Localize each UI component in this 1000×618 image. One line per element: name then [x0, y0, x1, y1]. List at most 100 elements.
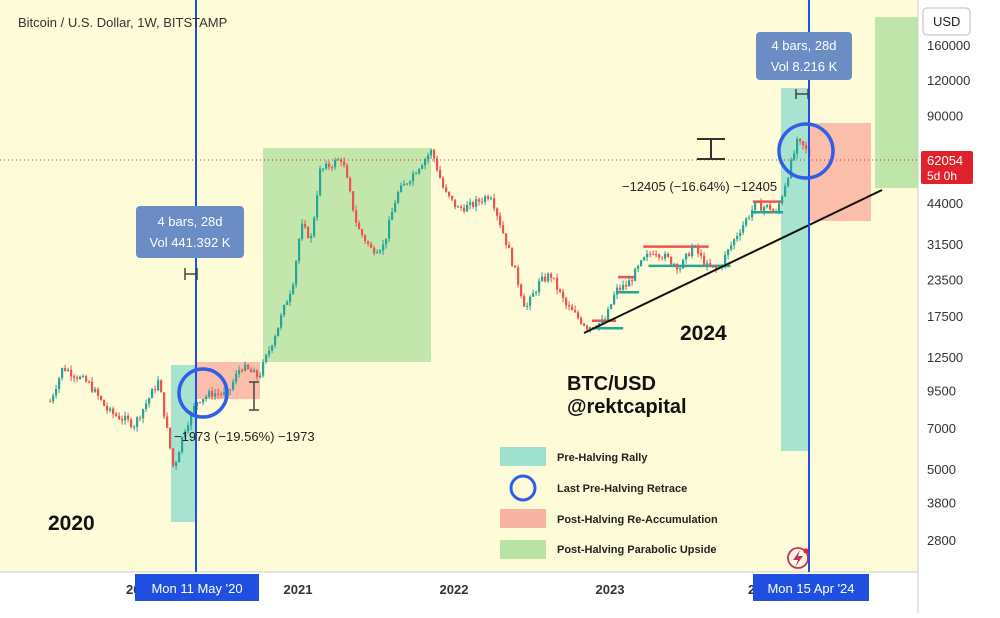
candle-body	[340, 159, 343, 162]
candle-body	[343, 161, 346, 166]
candle-body	[235, 373, 238, 382]
candle-body	[370, 243, 373, 248]
legend-swatch-pre-halving-rally	[500, 447, 546, 466]
candle-body	[571, 306, 574, 311]
candle-body	[388, 220, 391, 239]
candle-body	[316, 195, 319, 218]
candle-body	[472, 202, 475, 207]
candle-body	[691, 246, 694, 257]
candle-body	[493, 198, 496, 209]
currency-button[interactable]: USD	[922, 7, 971, 36]
y-tick-label: 31500	[927, 237, 963, 252]
candle-body	[613, 294, 616, 305]
candle-body	[544, 276, 547, 282]
candle-body	[451, 195, 454, 200]
candle-body	[193, 405, 196, 413]
candle-body	[325, 163, 328, 169]
candle-body	[409, 181, 412, 184]
candle-body	[205, 396, 208, 399]
candle-body	[799, 138, 802, 142]
candle-body	[352, 191, 355, 211]
candle-body	[418, 168, 421, 174]
halving-date-badge-2020[interactable]: Mon 11 May '20	[135, 574, 259, 601]
candle-body	[124, 415, 127, 421]
volume-callout-2020[interactable]: 4 bars, 28d Vol 441.392 K	[136, 206, 244, 258]
candle-body	[577, 312, 580, 318]
candle-body	[634, 268, 637, 281]
candle-body	[478, 199, 481, 202]
volume-callout-2024[interactable]: 4 bars, 28d Vol 8.216 K	[756, 32, 852, 80]
y-tick-label: 120000	[927, 73, 970, 88]
candle-body	[688, 253, 691, 257]
candle-body	[322, 168, 325, 170]
candle-body	[127, 415, 130, 420]
y-tick-label: 23500	[927, 273, 963, 288]
candle-body	[88, 381, 91, 383]
y-tick-label: 90000	[927, 108, 963, 123]
candle-body	[157, 380, 160, 391]
candle-body	[139, 417, 142, 419]
candle-body	[151, 389, 154, 399]
candle-body	[199, 402, 202, 404]
candle-body	[79, 376, 82, 379]
candle-body	[166, 416, 169, 428]
candle-body	[445, 187, 448, 192]
candle-body	[334, 160, 337, 168]
current-price-value: 62054	[927, 153, 963, 168]
candle-body	[241, 370, 244, 371]
ascending-trendline	[583, 189, 883, 334]
candle-body	[532, 293, 535, 297]
range-marker-2020	[184, 268, 198, 280]
candle-body	[196, 402, 199, 406]
candle-body	[676, 264, 679, 270]
legend-swatch-parabolic	[500, 540, 546, 559]
candle-body	[667, 253, 670, 257]
candle-body	[91, 381, 94, 392]
candle-body	[217, 393, 220, 395]
halving-date-badge-2024[interactable]: Mon 15 Apr '24	[753, 574, 869, 601]
candle-body	[208, 391, 211, 397]
candle-body	[784, 186, 787, 197]
candle-body	[619, 287, 622, 290]
retrace-circle-2024	[777, 122, 835, 180]
candle-body	[274, 336, 277, 346]
candle-body	[415, 173, 418, 175]
candle-body	[313, 217, 316, 237]
candle-body	[568, 305, 571, 307]
candle-body	[178, 452, 181, 463]
candle-body	[295, 261, 298, 285]
candle-body	[61, 368, 64, 379]
candle-body	[85, 376, 88, 382]
candle-body	[793, 153, 796, 160]
candle-body	[379, 250, 382, 253]
candle-body	[724, 254, 727, 266]
candle-body	[547, 273, 550, 282]
current-price-countdown: 5d 0h	[927, 169, 957, 183]
measure-label-2020: −1973 (−19.56%) −1973	[174, 429, 315, 444]
candle-body	[583, 323, 586, 326]
candle-body	[643, 257, 646, 261]
post-halving-parabolic-zone-2024	[875, 17, 918, 188]
candle-body	[64, 368, 67, 371]
candle-body	[802, 141, 805, 146]
candle-body	[304, 223, 307, 227]
candle-body	[238, 370, 241, 374]
candle-body	[508, 245, 511, 249]
candle-body	[70, 370, 73, 377]
candle-body	[775, 211, 778, 213]
candle-body	[58, 378, 61, 389]
lightning-icon[interactable]	[787, 547, 809, 569]
callout-2020-line1: 4 bars, 28d	[157, 214, 222, 229]
candle-body	[736, 236, 739, 240]
candle-body	[424, 159, 427, 166]
y-tick-label: 7000	[927, 421, 956, 436]
candle-body	[733, 239, 736, 246]
chart-title: Bitcoin / U.S. Dollar, 1W, BITSTAMP	[18, 15, 227, 30]
candle-body	[319, 168, 322, 196]
legend-label-last-retrace: Last Pre-Halving Retrace	[557, 483, 687, 495]
candle-body	[529, 296, 532, 306]
candle-body	[130, 419, 133, 427]
candle-body	[49, 401, 52, 403]
